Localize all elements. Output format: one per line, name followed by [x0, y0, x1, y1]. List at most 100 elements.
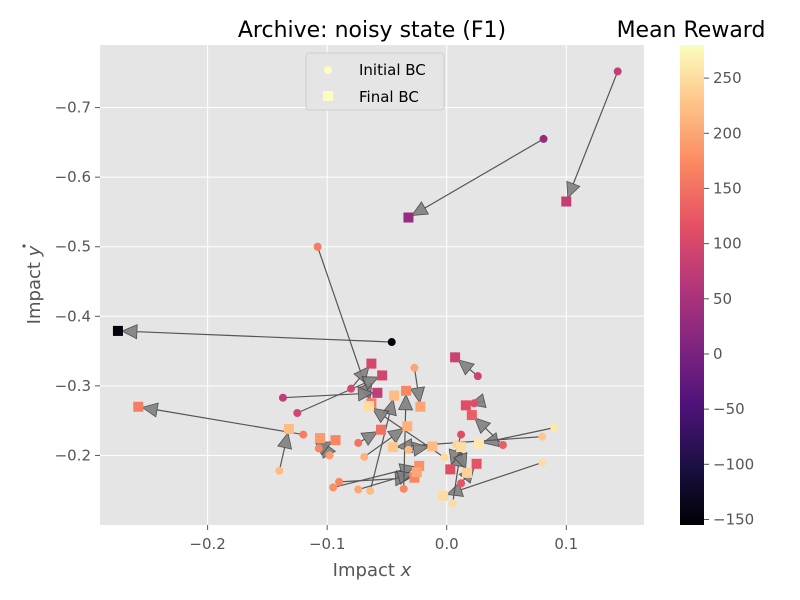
final-bc-point	[314, 433, 325, 444]
initial-bc-point	[293, 409, 302, 417]
colorbar-tick-label: 150	[713, 179, 742, 197]
final-bc-point	[401, 385, 412, 396]
trajectory-line	[460, 461, 543, 491]
final-bc-point	[471, 458, 482, 469]
initial-bc-point	[539, 134, 548, 143]
final-bc-point	[375, 424, 386, 435]
trajectory-line	[358, 476, 399, 491]
final-bc-point	[445, 464, 456, 475]
trajectory-line	[282, 393, 359, 399]
arrowhead	[397, 393, 414, 411]
y-tick-label: −0.6	[55, 168, 91, 186]
colorbar-tick-label: −100	[713, 455, 754, 473]
chart-title: Archive: noisy state (F1)	[238, 18, 506, 43]
arrowhead	[457, 359, 475, 376]
final-bc-point	[414, 460, 425, 471]
x-tick-label: 0.1	[554, 535, 578, 553]
initial-bc-point	[457, 479, 466, 488]
colorbar-gradient	[680, 45, 704, 525]
final-bc-point	[456, 442, 467, 453]
final-bc-point	[387, 442, 398, 453]
plot-background	[100, 45, 644, 525]
y-tick-label: −0.4	[55, 307, 91, 325]
trajectory-line	[572, 71, 619, 185]
final-bc-point	[377, 370, 388, 381]
trajectory-line	[156, 409, 304, 436]
colorbar-ticks: −150 −100 −50 0 50 100 150 200 250	[704, 69, 754, 528]
initial-bc-point	[335, 477, 344, 486]
arrowhead	[371, 407, 390, 424]
initial-bc-point	[473, 372, 482, 381]
initial-bc-point	[366, 486, 375, 495]
trajectory-line	[424, 138, 544, 209]
initial-bc-points	[275, 67, 622, 508]
colorbar-tick-label: 200	[713, 124, 742, 142]
final-bc-point	[389, 390, 400, 401]
initial-bc-point	[325, 451, 334, 460]
initial-bc-point	[299, 430, 308, 439]
initial-bc-point	[399, 484, 408, 493]
arrowhead	[396, 470, 414, 485]
initial-bc-point	[314, 444, 323, 453]
legend-box	[305, 52, 445, 111]
legend-initial-marker	[324, 66, 332, 74]
final-bc-point	[112, 325, 123, 336]
final-bc-point	[409, 472, 420, 483]
final-bc-point	[460, 400, 471, 411]
final-bc-points	[112, 196, 572, 501]
colorbar-tick-label: −50	[713, 400, 745, 418]
final-bc-point	[561, 196, 572, 207]
legend-final-marker	[323, 91, 333, 101]
x-tick-label: 0.0	[435, 535, 459, 553]
initial-bc-point	[387, 338, 396, 347]
y-dot-accent	[22, 244, 26, 248]
initial-bc-point	[313, 242, 322, 251]
x-tick-label: −0.2	[189, 535, 225, 553]
arrowhead	[277, 431, 293, 450]
x-axis-label: Impact x	[333, 560, 412, 581]
initial-bc-point	[538, 432, 547, 441]
initial-bc-point	[498, 441, 507, 449]
y-tick-label: −0.5	[55, 238, 91, 256]
legend-initial-label: Initial BC	[359, 61, 426, 79]
trajectory-line	[136, 331, 392, 343]
colorbar: −150 −100 −50 0 50 100 150 200 250 Mean Reward	[617, 18, 766, 528]
x-axis-ticks: −0.2 −0.1 0.0 0.1	[189, 525, 578, 553]
initial-bc-point	[278, 393, 287, 402]
trajectory-line	[369, 413, 391, 492]
arrowhead	[141, 402, 159, 418]
y-tick-label: −0.2	[55, 446, 91, 464]
legend-final-label: Final BC	[359, 88, 419, 106]
final-bc-point	[450, 352, 461, 363]
colorbar-tick-label: 100	[713, 235, 742, 253]
final-bc-point	[366, 358, 377, 369]
initial-bc-point	[470, 399, 479, 408]
final-bc-point	[403, 212, 414, 223]
colorbar-tick-label: 50	[713, 290, 732, 308]
arrowhead	[412, 441, 430, 457]
initial-bc-point	[360, 452, 369, 461]
initial-bc-point	[440, 453, 449, 462]
arrowhead	[357, 386, 375, 402]
initial-bc-point	[457, 430, 466, 439]
legend: Initial BC Final BC	[305, 52, 445, 111]
trajectory-line	[452, 465, 459, 504]
initial-bc-point	[410, 363, 419, 372]
colorbar-tick-label: −150	[713, 510, 754, 528]
arrowhead	[409, 386, 426, 404]
y-axis-label: Impact y	[24, 245, 45, 324]
initial-bc-point	[354, 485, 363, 494]
final-bc-point	[427, 441, 438, 452]
initial-bc-point	[613, 67, 622, 76]
final-bc-point	[415, 401, 426, 412]
initial-bc-point	[448, 499, 457, 508]
colorbar-label: Mean Reward	[617, 18, 766, 43]
arrowhead	[474, 417, 492, 435]
final-bc-point	[283, 424, 294, 434]
arrowhead	[120, 324, 138, 340]
y-axis-label-group: Impact y	[22, 244, 45, 324]
arrowhead	[360, 431, 379, 447]
trajectory-line	[363, 436, 393, 458]
initial-bc-point	[354, 438, 363, 447]
final-bc-point	[402, 421, 413, 432]
